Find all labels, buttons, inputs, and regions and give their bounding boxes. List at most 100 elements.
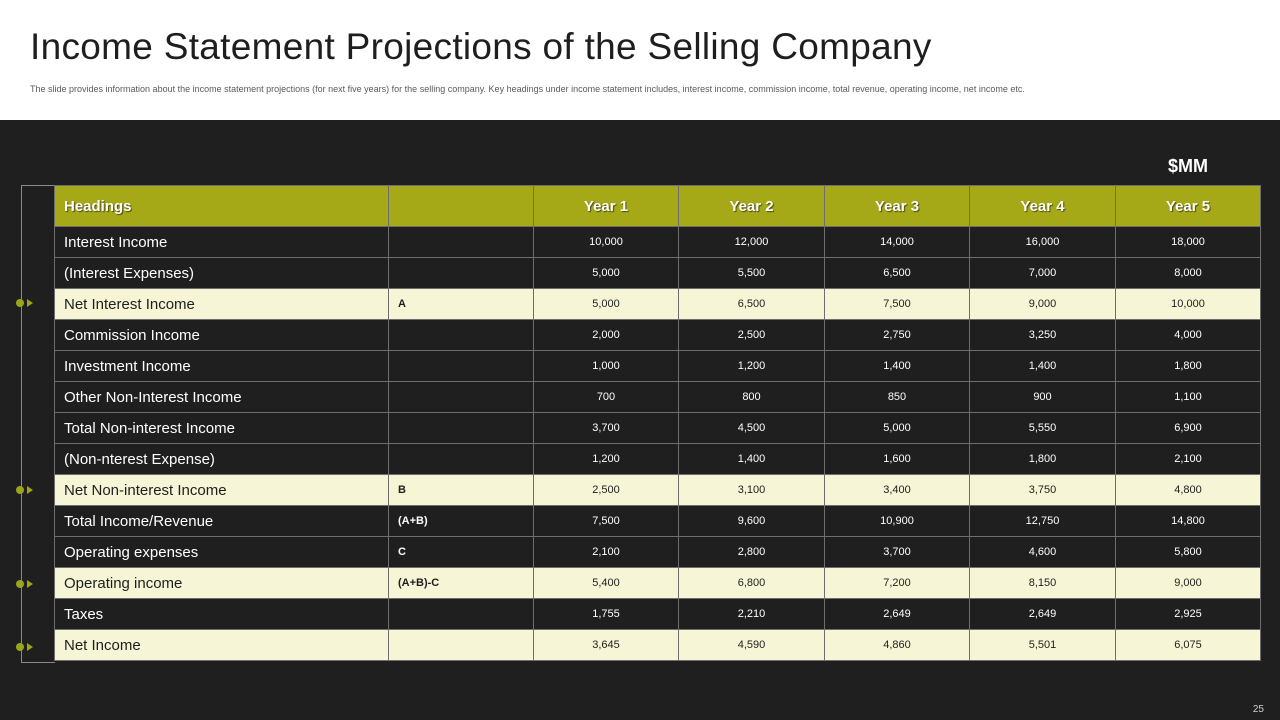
row-heading: Other Non-Interest Income [54, 381, 389, 413]
row-heading: Investment Income [54, 350, 389, 382]
row-reference [388, 350, 534, 382]
column-header-ref [388, 185, 534, 227]
year-1-value: 5,000 [533, 257, 679, 289]
table-row: Net Interest Income A 5,000 6,500 7,500 9,000… [54, 288, 1261, 320]
year-3-value: 1,600 [824, 443, 970, 475]
year-3-value: 5,000 [824, 412, 970, 444]
year-2-value: 6,500 [678, 288, 825, 320]
table-row: (Interest Expenses) 5,000 5,500 6,500 7,000 8… [54, 257, 1261, 289]
year-2-value: 9,600 [678, 505, 825, 537]
year-5-value: 2,100 [1115, 443, 1261, 475]
year-3-value: 1,400 [824, 350, 970, 382]
bullet-arrow-icon [16, 485, 36, 495]
year-5-value: 6,075 [1115, 629, 1261, 661]
year-1-value: 1,200 [533, 443, 679, 475]
year-4-value: 2,649 [969, 598, 1116, 630]
income-statement-table: Headings Year 1 Year 2 Year 3 Year 4 Yea… [54, 185, 1261, 661]
row-heading: Net Non-interest Income [54, 474, 389, 506]
table-row: Interest Income 10,000 12,000 14,000 16,000 1… [54, 226, 1261, 258]
year-2-value: 5,500 [678, 257, 825, 289]
table-row: Operating income (A+B)-C 5,400 6,800 7,200 8,… [54, 567, 1261, 599]
year-3-value: 7,200 [824, 567, 970, 599]
table-row: Commission Income 2,000 2,500 2,750 3,250 4,0… [54, 319, 1261, 351]
row-reference [388, 412, 534, 444]
row-reference: C [388, 536, 534, 568]
table-row: Taxes 1,755 2,210 2,649 2,649 2,925 [54, 598, 1261, 630]
year-4-value: 4,600 [969, 536, 1116, 568]
year-2-value: 2,210 [678, 598, 825, 630]
year-5-value: 14,800 [1115, 505, 1261, 537]
year-1-value: 3,700 [533, 412, 679, 444]
page-number: 25 [1252, 704, 1264, 715]
year-4-value: 5,501 [969, 629, 1116, 661]
slide-subtitle: The slide provides information about the… [30, 84, 1025, 94]
row-heading: (Interest Expenses) [54, 257, 389, 289]
year-3-value: 4,860 [824, 629, 970, 661]
year-5-value: 4,000 [1115, 319, 1261, 351]
row-reference [388, 319, 534, 351]
column-header-year-2: Year 2 [678, 185, 825, 227]
year-2-value: 12,000 [678, 226, 825, 258]
year-3-value: 10,900 [824, 505, 970, 537]
year-2-value: 4,590 [678, 629, 825, 661]
row-reference: A [388, 288, 534, 320]
slide-header: Income Statement Projections of the Sell… [0, 0, 1280, 120]
table-row: Net Non-interest Income B 2,500 3,100 3,400 3… [54, 474, 1261, 506]
row-heading: (Non-nterest Expense) [54, 443, 389, 475]
row-reference: (A+B)-C [388, 567, 534, 599]
year-3-value: 3,700 [824, 536, 970, 568]
table-row: Other Non-Interest Income 700 800 850 900 1,1… [54, 381, 1261, 413]
year-4-value: 12,750 [969, 505, 1116, 537]
year-1-value: 1,000 [533, 350, 679, 382]
year-1-value: 700 [533, 381, 679, 413]
table-row: (Non-nterest Expense) 1,200 1,400 1,600 1,80… [54, 443, 1261, 475]
year-5-value: 8,000 [1115, 257, 1261, 289]
year-2-value: 6,800 [678, 567, 825, 599]
year-3-value: 2,649 [824, 598, 970, 630]
bullet-arrow-icon [16, 642, 36, 652]
year-3-value: 850 [824, 381, 970, 413]
year-4-value: 3,250 [969, 319, 1116, 351]
table-header-row: Headings Year 1 Year 2 Year 3 Year 4 Yea… [54, 185, 1261, 227]
table-row: Investment Income 1,000 1,200 1,400 1,400 1,8… [54, 350, 1261, 382]
year-5-value: 5,800 [1115, 536, 1261, 568]
row-heading: Commission Income [54, 319, 389, 351]
table-row: Total Income/Revenue (A+B) 7,500 9,600 10,90… [54, 505, 1261, 537]
bullet-arrow-icon [16, 298, 36, 308]
year-4-value: 1,400 [969, 350, 1116, 382]
year-5-value: 10,000 [1115, 288, 1261, 320]
year-4-value: 7,000 [969, 257, 1116, 289]
year-2-value: 1,400 [678, 443, 825, 475]
year-3-value: 7,500 [824, 288, 970, 320]
year-5-value: 1,100 [1115, 381, 1261, 413]
year-1-value: 5,000 [533, 288, 679, 320]
year-1-value: 2,100 [533, 536, 679, 568]
year-2-value: 2,800 [678, 536, 825, 568]
row-heading: Taxes [54, 598, 389, 630]
table-row: Total Non-interest Income 3,700 4,500 5,000… [54, 412, 1261, 444]
slide-title: Income Statement Projections of the Sell… [30, 26, 932, 67]
year-4-value: 16,000 [969, 226, 1116, 258]
column-header-headings: Headings [54, 185, 389, 227]
column-header-year-4: Year 4 [969, 185, 1116, 227]
year-5-value: 6,900 [1115, 412, 1261, 444]
year-5-value: 9,000 [1115, 567, 1261, 599]
row-reference [388, 226, 534, 258]
table-row: Net Income 3,645 4,590 4,860 5,501 6,075 [54, 629, 1261, 661]
row-reference: (A+B) [388, 505, 534, 537]
year-2-value: 1,200 [678, 350, 825, 382]
year-1-value: 5,400 [533, 567, 679, 599]
year-3-value: 14,000 [824, 226, 970, 258]
row-bracket [21, 185, 55, 663]
row-reference: B [388, 474, 534, 506]
row-reference [388, 629, 534, 661]
year-4-value: 8,150 [969, 567, 1116, 599]
year-5-value: 4,800 [1115, 474, 1261, 506]
row-heading: Operating expenses [54, 536, 389, 568]
row-reference [388, 257, 534, 289]
row-heading: Net Income [54, 629, 389, 661]
table-row: Operating expenses C 2,100 2,800 3,700 4,600 5… [54, 536, 1261, 568]
year-3-value: 6,500 [824, 257, 970, 289]
row-heading: Total Income/Revenue [54, 505, 389, 537]
year-4-value: 3,750 [969, 474, 1116, 506]
